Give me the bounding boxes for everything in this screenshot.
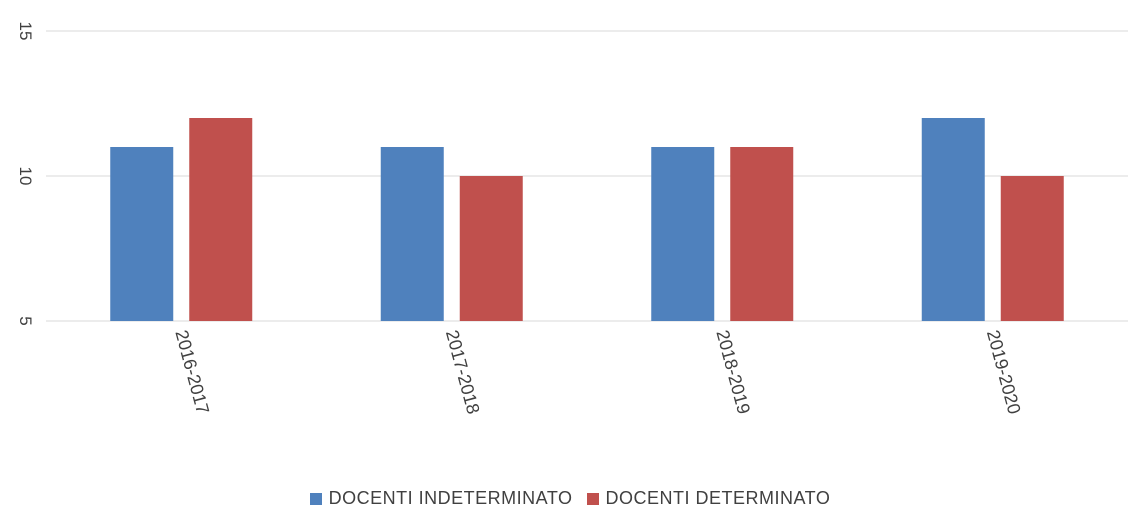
x-tick-label-2019-2020: 2019-2020 <box>983 328 1025 416</box>
bar-2018-2019-indeterminato <box>651 147 715 321</box>
legend-label-docenti-indeterminato: DOCENTI INDETERMINATO <box>328 488 573 508</box>
bar-2016-2017-indeterminato <box>110 147 174 321</box>
legend: DOCENTI INDETERMINATO DOCENTI DETERMINAT… <box>0 488 1140 509</box>
legend-item-docenti-determinato: DOCENTI DETERMINATO <box>586 488 831 509</box>
y-axis-ticks: 5 10 15 <box>16 22 35 326</box>
bar-2017-2018-indeterminato <box>380 147 444 321</box>
legend-swatch-docenti-indeterminato <box>309 492 322 505</box>
y-tick-label-10: 10 <box>16 167 35 186</box>
legend-label-docenti-determinato: DOCENTI DETERMINATO <box>605 488 831 508</box>
bar-2018-2019-determinato <box>730 147 794 321</box>
y-tick-label-15: 15 <box>16 22 35 41</box>
x-tick-label-2016-2017: 2016-2017 <box>171 328 213 416</box>
y-tick-label-5: 5 <box>16 316 35 325</box>
bar-2016-2017-determinato <box>189 118 253 321</box>
legend-swatch-docenti-determinato <box>586 492 599 505</box>
x-tick-label-2017-2018: 2017-2018 <box>442 328 484 416</box>
x-tick-label-2018-2019: 2018-2019 <box>712 328 754 416</box>
bar-2019-2020-indeterminato <box>921 118 985 321</box>
bar-2019-2020-determinato <box>1000 176 1064 321</box>
legend-item-docenti-indeterminato: DOCENTI INDETERMINATO <box>309 488 573 509</box>
x-axis-labels: 2016-2017 2017-2018 2018-2019 2019-2020 <box>171 328 1024 416</box>
bar-2017-2018-determinato <box>459 176 523 321</box>
bars <box>110 118 1064 321</box>
